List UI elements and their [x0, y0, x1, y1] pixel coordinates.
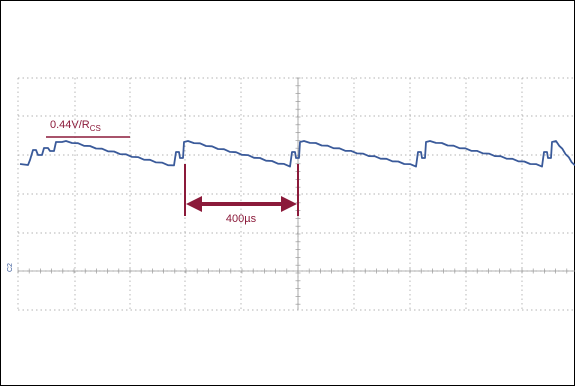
level-label-subscript: CS	[90, 124, 101, 133]
level-label-main: 0.44V/R	[50, 119, 90, 131]
graticule-grid	[17, 77, 575, 311]
trace-path	[19, 140, 575, 168]
period-arrow-right-head	[281, 196, 297, 212]
period-arrow-left-head	[186, 196, 202, 212]
level-label: 0.44V/RCS	[50, 119, 101, 133]
channel-marker: C2	[7, 263, 14, 272]
annotations: 0.44V/RCS 400µs C2	[7, 119, 299, 272]
period-label: 400µs	[226, 213, 257, 225]
waveform-trace	[19, 140, 575, 168]
